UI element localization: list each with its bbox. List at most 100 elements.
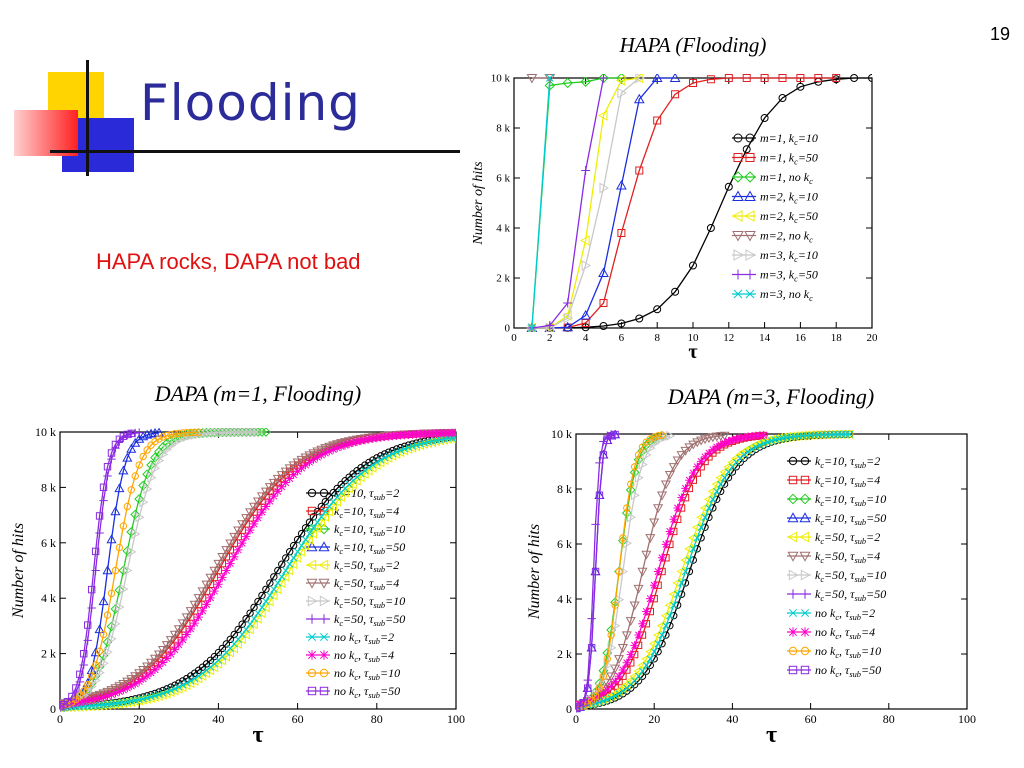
- hapa-legend-marker: [744, 231, 756, 242]
- dapa1-data-point: [329, 445, 338, 454]
- dapa1-data-point: [254, 609, 262, 617]
- dapa3-data-point: [642, 607, 651, 616]
- dapa1-data-point: [161, 641, 172, 651]
- dapa3-data-point: [615, 567, 623, 576]
- dapa1-data-point: [99, 496, 108, 505]
- dapa1-data-point: [236, 634, 246, 645]
- dapa3-data-point: [654, 640, 662, 648]
- dapa3-data-point: [602, 679, 613, 688]
- hapa-series-6: [527, 74, 645, 332]
- dapa1-data-point: [321, 507, 329, 516]
- dapa1-legend-label: no kc, τsub=50: [334, 684, 400, 700]
- dapa3-legend-marker: [799, 531, 810, 543]
- dapa1-data-point: [234, 635, 242, 643]
- dapa3-data-point: [673, 503, 682, 513]
- dapa1-data-point: [139, 497, 149, 508]
- dapa1-data-point: [169, 630, 180, 640]
- dapa3-data-point: [626, 650, 635, 659]
- dapa1-data-point: [114, 483, 125, 493]
- dapa1-legend-marker: [307, 632, 317, 642]
- dapa1-data-point: [119, 584, 129, 595]
- dapa1-data-point: [135, 428, 144, 437]
- dapa1-ytick-label: 4 k: [41, 591, 56, 605]
- dapa1-data-point: [404, 444, 413, 452]
- hapa-data-point: [580, 309, 591, 320]
- dapa1-data-point: [67, 699, 77, 708]
- dapa3-ytick-label: 6 k: [557, 537, 572, 551]
- dapa1-data-point: [135, 461, 143, 469]
- dapa1-data-point: [206, 593, 215, 603]
- hapa-plot-frame: [513, 77, 873, 329]
- dapa1-data-point: [191, 674, 199, 683]
- dapa1-data-point: [190, 428, 199, 437]
- dapa3-data-point: [689, 556, 697, 564]
- dapa1-data-point: [430, 436, 440, 447]
- dapa3-ytick-label: 4 k: [557, 592, 572, 606]
- dapa1-data-point: [185, 607, 196, 617]
- dapa3-data-point: [688, 532, 697, 543]
- dapa1-data-point: [91, 661, 100, 669]
- dapa1-legend-marker: [307, 614, 317, 624]
- dapa3-data-point: [629, 601, 640, 611]
- dapa3-data-point: [756, 441, 764, 449]
- dapa1-data-point: [280, 571, 290, 582]
- dapa1-data-point: [135, 512, 145, 523]
- dapa1-data-point: [268, 590, 278, 601]
- dapa3-data-point: [606, 672, 617, 682]
- dapa1-data-point: [122, 545, 133, 556]
- dapa3-data-point: [676, 566, 686, 577]
- hapa-xlabel: τ: [688, 341, 697, 363]
- dapa1-data-point: [130, 509, 141, 520]
- dapa1-data-point: [183, 679, 191, 687]
- dapa1-data-point: [264, 596, 274, 607]
- dapa3-xtick-label: 60: [805, 712, 817, 726]
- dapa3-data-point: [629, 467, 640, 478]
- dapa1-legend-marker: [319, 686, 329, 696]
- hapa-data-point: [706, 224, 715, 232]
- dapa1-data-point: [269, 491, 279, 501]
- dapa1-data-point: [99, 483, 108, 491]
- hapa-xtick-label: 14: [759, 332, 771, 344]
- hapa-xtick-label: 6: [619, 332, 625, 344]
- dapa3-data-point: [621, 508, 632, 518]
- hapa-xtick-label: 12: [723, 332, 734, 344]
- dapa1-data-point: [252, 613, 262, 624]
- dapa1-data-point: [123, 565, 133, 576]
- hapa-title: HAPA (Flooding): [619, 33, 767, 57]
- dapa1-data-point: [155, 435, 163, 443]
- dapa1-data-point: [368, 434, 378, 443]
- dapa1-data-point: [256, 492, 268, 502]
- dapa3-data-point: [720, 438, 729, 448]
- dapa1-data-point: [305, 518, 314, 526]
- dapa1-data-point: [68, 698, 76, 706]
- chart-hapa: HAPA (Flooding) 0 2 4 6 8 10 12 14 16 18 20 0 2 k 4 k 6…: [471, 33, 878, 363]
- dapa1-data-point: [260, 487, 271, 497]
- dapa1-data-point: [114, 585, 125, 596]
- dapa1-data-point: [139, 452, 147, 461]
- dapa1-data-point: [142, 469, 153, 480]
- dapa1-data-point: [114, 682, 125, 692]
- hapa-legend-marker: [745, 289, 755, 299]
- dapa3-data-point: [595, 691, 604, 701]
- hapa-xtick-label: 16: [795, 332, 807, 344]
- dapa1-data-point: [240, 629, 250, 640]
- hapa-legend-label: m=2, no kc: [760, 229, 813, 245]
- dapa1-data-point: [83, 696, 92, 706]
- dapa1-data-point: [369, 461, 377, 469]
- dapa3-xtick-label: 80: [883, 712, 895, 726]
- dapa1-data-point: [123, 502, 132, 511]
- dapa3-legend-label: no kc, τsub=2: [815, 606, 875, 622]
- hapa-data-point: [599, 182, 610, 194]
- dapa1-data-point: [241, 532, 251, 541]
- dapa1-data-point: [257, 507, 267, 517]
- dapa1-data-point: [167, 430, 175, 439]
- hapa-data-point: [544, 74, 556, 84]
- dapa3-data-point: [642, 661, 650, 669]
- chart-dapa-m3: DAPA (m=3, Flooding) 0 20 40 60 80 100 0 2 k 4 k 6…: [526, 384, 976, 748]
- dapa1-xtick-label: 40: [212, 712, 224, 726]
- dapa1-data-point: [107, 690, 116, 699]
- hapa-data-point: [651, 74, 663, 82]
- dapa1-data-point: [256, 608, 266, 619]
- dapa1-series-3: [60, 428, 165, 712]
- dapa3-data-point: [732, 434, 741, 444]
